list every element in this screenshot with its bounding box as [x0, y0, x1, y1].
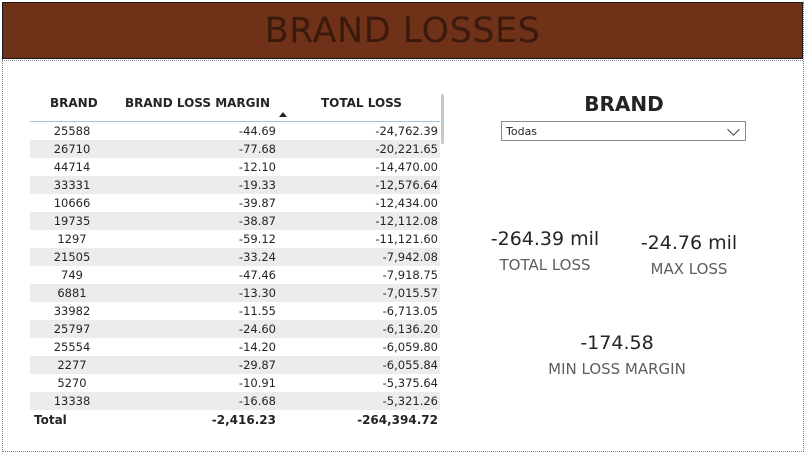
table-row[interactable]: 19735 -38.87 -12,112.08	[30, 212, 440, 230]
column-header-total-loss[interactable]: TOTAL LOSS	[321, 96, 402, 110]
brand-cell: 25554	[53, 340, 91, 354]
brand-dropdown[interactable]: Todas	[501, 121, 746, 141]
table-row[interactable]: 25797 -24.60 -6,136.20	[30, 320, 440, 338]
brand-loss-margin-cell: -77.68	[238, 142, 276, 156]
table-row[interactable]: 21505 -33.24 -7,942.08	[30, 248, 440, 266]
total-loss-cell: -12,112.08	[375, 214, 438, 228]
page-title: BRAND LOSSES	[264, 10, 541, 51]
total-loss-cell: -7,015.57	[382, 286, 438, 300]
total-loss-cell: -7,918.75	[382, 268, 438, 282]
column-header-brand[interactable]: BRAND	[50, 96, 98, 110]
brand-loss-margin-cell: -29.87	[238, 358, 276, 372]
total-loss-cell: -12,434.00	[375, 196, 438, 210]
min-loss-margin-card: -174.58 MIN LOSS MARGIN	[536, 332, 698, 378]
table-row[interactable]: 26710 -77.68 -20,221.65	[30, 140, 440, 158]
brand-loss-margin-cell: -19.33	[238, 178, 276, 192]
total-loss-cell: -6,055.84	[382, 358, 438, 372]
total-loss-cell: -7,942.08	[382, 250, 438, 264]
min-loss-margin-label: MIN LOSS MARGIN	[548, 360, 686, 378]
column-header-brand-loss-margin[interactable]: BRAND LOSS MARGIN	[125, 96, 271, 110]
total-loss-cell: -5,321.26	[382, 394, 438, 408]
brand-loss-margin-cell: -47.46	[238, 268, 276, 282]
table-total-row: Total -2,416.23 -264,394.72	[30, 410, 440, 430]
max-loss-label: MAX LOSS	[650, 260, 728, 278]
brand-loss-margin-cell: -24.60	[238, 322, 276, 336]
brand-loss-table: BRAND BRAND LOSS MARGIN TOTAL LOSS 25588…	[30, 92, 440, 430]
brand-slicer-title: BRAND	[584, 92, 664, 116]
chevron-down-icon[interactable]	[727, 123, 740, 136]
brand-loss-margin-cell: -10.91	[238, 376, 276, 390]
max-loss-value: -24.76 mil	[640, 232, 738, 254]
table-row[interactable]: 33982 -11.55 -6,713.05	[30, 302, 440, 320]
table-header: BRAND BRAND LOSS MARGIN TOTAL LOSS	[30, 92, 440, 122]
brand-cell: 2277	[57, 358, 87, 372]
header-underline	[30, 121, 440, 122]
brand-loss-margin-cell: -14.20	[238, 340, 276, 354]
table-row[interactable]: 749 -47.46 -7,918.75	[30, 266, 440, 284]
brand-cell: 26710	[53, 142, 91, 156]
brand-cell: 13338	[53, 394, 91, 408]
brand-cell: 44714	[53, 160, 91, 174]
total-loss-value: -264.39 mil	[490, 228, 600, 250]
total-loss-cell: -24,762.39	[375, 124, 438, 138]
total-loss-label: TOTAL LOSS	[499, 256, 591, 274]
table-scrollbar[interactable]	[441, 94, 444, 144]
table-row[interactable]: 25554 -14.20 -6,059.80	[30, 338, 440, 356]
total-loss-cell: -11,121.60	[375, 232, 438, 246]
header-divider	[2, 60, 803, 61]
table-row[interactable]: 13338 -16.68 -5,321.26	[30, 392, 440, 410]
total-loss-cell: -20,221.65	[375, 142, 438, 156]
total-loss-cell: -6,059.80	[382, 340, 438, 354]
brand-cell: 33982	[53, 304, 91, 318]
brand-cell: 21505	[53, 250, 91, 264]
total-loss-card: -264.39 mil TOTAL LOSS	[478, 228, 612, 274]
total-label: Total	[34, 413, 67, 427]
brand-cell: 33331	[53, 178, 91, 192]
brand-loss-margin-cell: -13.30	[238, 286, 276, 300]
brand-cell: 10666	[53, 196, 91, 210]
brand-loss-margin-cell: -39.87	[238, 196, 276, 210]
title-banner: BRAND LOSSES	[2, 2, 803, 59]
total-loss-cell: -12,576.64	[375, 178, 438, 192]
brand-loss-margin-cell: -38.87	[238, 214, 276, 228]
total-loss-cell: -6,136.20	[382, 322, 438, 336]
brand-loss-margin-cell: -16.68	[238, 394, 276, 408]
brand-cell: 19735	[53, 214, 91, 228]
table-body: 25588 -44.69 -24,762.39 26710 -77.68 -20,221.…	[30, 122, 440, 410]
total-loss-cell: -5,375.64	[382, 376, 438, 390]
sort-ascending-icon[interactable]	[279, 112, 287, 117]
table-row[interactable]: 2277 -29.87 -6,055.84	[30, 356, 440, 374]
table-row[interactable]: 25588 -44.69 -24,762.39	[30, 122, 440, 140]
brand-cell: 1297	[57, 232, 87, 246]
table-row[interactable]: 44714 -12.10 -14,470.00	[30, 158, 440, 176]
table-row[interactable]: 6881 -13.30 -7,015.57	[30, 284, 440, 302]
min-loss-margin-value: -174.58	[580, 332, 654, 354]
max-loss-card: -24.76 mil MAX LOSS	[624, 232, 754, 278]
brand-loss-margin-cell: -12.10	[238, 160, 276, 174]
table-row[interactable]: 33331 -19.33 -12,576.64	[30, 176, 440, 194]
brand-loss-margin-cell: -44.69	[238, 124, 276, 138]
table-row[interactable]: 5270 -10.91 -5,375.64	[30, 374, 440, 392]
brand-loss-margin-cell: -59.12	[238, 232, 276, 246]
table-row[interactable]: 1297 -59.12 -11,121.60	[30, 230, 440, 248]
brand-loss-margin-cell: -11.55	[238, 304, 276, 318]
brand-cell: 6881	[57, 286, 87, 300]
brand-cell: 749	[61, 268, 83, 282]
total-brand-loss-margin: -2,416.23	[211, 413, 276, 427]
brand-cell: 25797	[53, 322, 91, 336]
total-loss-sum: -264,394.72	[357, 413, 438, 427]
brand-cell: 5270	[57, 376, 87, 390]
brand-loss-margin-cell: -33.24	[238, 250, 276, 264]
total-loss-cell: -14,470.00	[375, 160, 438, 174]
brand-dropdown-value: Todas	[506, 125, 538, 138]
table-row[interactable]: 10666 -39.87 -12,434.00	[30, 194, 440, 212]
total-loss-cell: -6,713.05	[382, 304, 438, 318]
brand-cell: 25588	[53, 124, 91, 138]
